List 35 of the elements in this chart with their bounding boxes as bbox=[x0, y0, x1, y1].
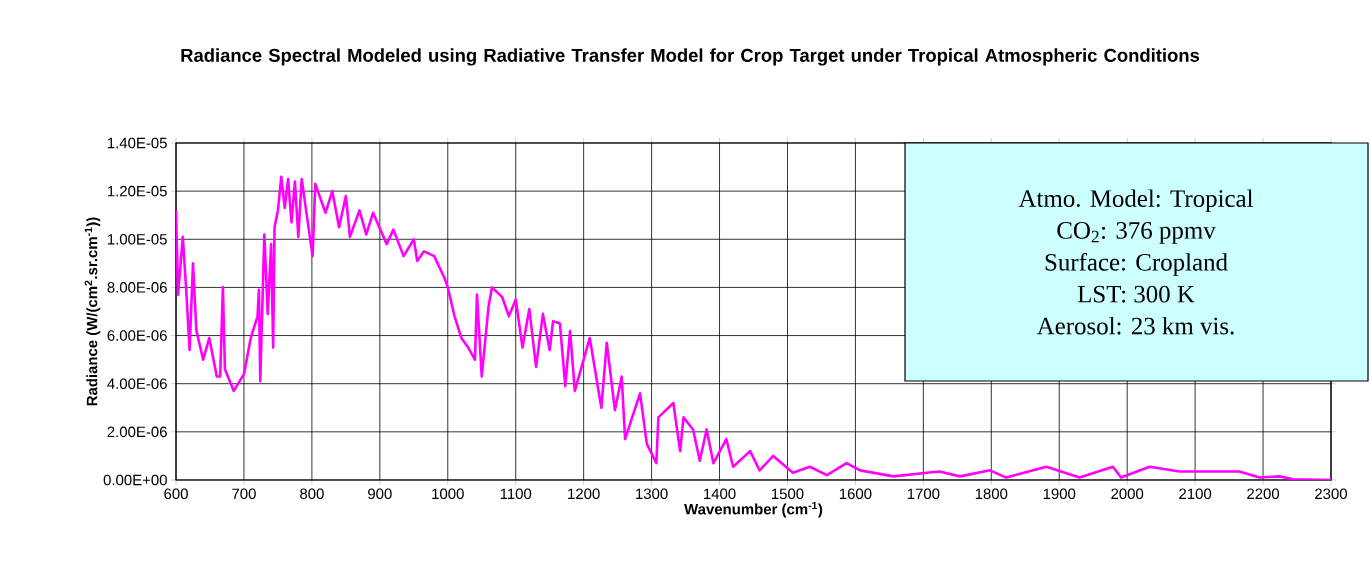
x-tick-label: 1600 bbox=[839, 488, 872, 500]
annotation: Aerosol: 23 km vis. bbox=[1036, 316, 1234, 335]
x-tick-label: 1700 bbox=[907, 488, 940, 500]
x-tick-label: 1400 bbox=[704, 488, 736, 500]
annotation: LST: 300 K bbox=[1077, 285, 1195, 303]
x-tick-label: 1100 bbox=[500, 488, 532, 500]
x-tick-label: 1500 bbox=[771, 488, 804, 500]
x-tick-label: 600 bbox=[164, 488, 188, 500]
x-tick-label: 700 bbox=[232, 488, 256, 500]
y-tick-label: 0.00E+00 bbox=[103, 474, 167, 486]
x-tick-label: 800 bbox=[300, 488, 324, 500]
y-tick-label: 1.20E-05 bbox=[107, 185, 167, 197]
y-tick-label: 1.40E-05 bbox=[107, 137, 167, 149]
y-tick-label: 4.00E-06 bbox=[107, 378, 167, 389]
y-tick-label: 1.00E-05 bbox=[107, 233, 167, 245]
x-tick-label: 1300 bbox=[636, 488, 668, 500]
x-tick-label: 1200 bbox=[568, 488, 600, 500]
x-tick-label: 1000 bbox=[432, 488, 464, 500]
x-tick-label: 2200 bbox=[1247, 488, 1280, 500]
annotation: CO$_{2}$: 376 ppmv bbox=[1057, 222, 1216, 244]
x-tick-label: 1900 bbox=[1043, 488, 1076, 500]
annotation: Atmo. Model: Tropical bbox=[1018, 189, 1254, 212]
y-tick-label: 6.00E-06 bbox=[107, 330, 167, 341]
x-axis-title: Wavenumber (cm$^{-1}$) bbox=[684, 501, 823, 518]
y-tick-label: 2.00E-06 bbox=[107, 426, 167, 438]
x-tick-label: 2300 bbox=[1315, 488, 1348, 500]
x-tick-label: 2000 bbox=[1111, 488, 1144, 500]
annotation: Surface: Cropland bbox=[1045, 252, 1228, 276]
y-axis-title: Radiance (W/(cm$^{2}$.sr.cm$^{-1}$)) bbox=[84, 217, 101, 406]
chart-title: Radiance Spectral Modeled using Radiative Transfer Model for Crop Target under Tropical Atmospheric Conditions bbox=[181, 48, 1200, 66]
x-tick-label: 1800 bbox=[975, 488, 1008, 500]
line-series bbox=[176, 175, 1331, 480]
x-tick-label: 900 bbox=[368, 488, 392, 500]
y-tick-label: 8.00E-06 bbox=[107, 282, 167, 293]
x-tick-label: 2100 bbox=[1179, 488, 1212, 500]
